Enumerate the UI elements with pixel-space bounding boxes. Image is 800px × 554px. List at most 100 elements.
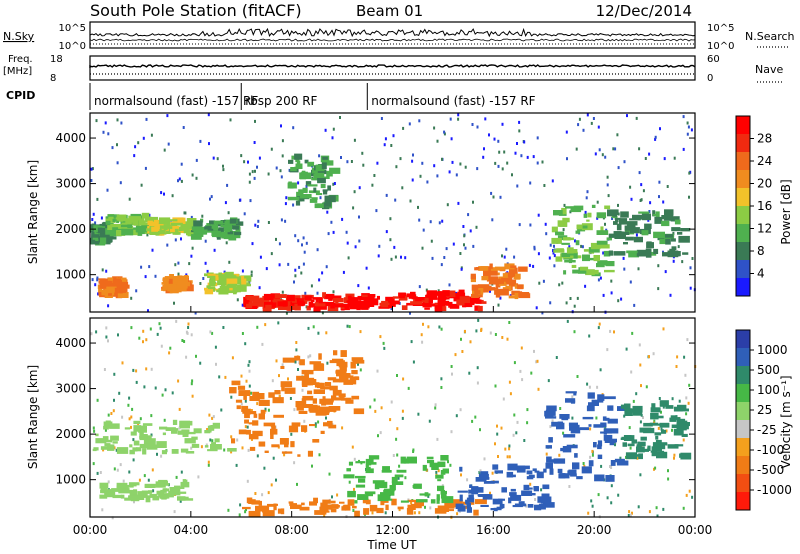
- range-cell: [511, 290, 520, 294]
- scatter-cell: [501, 167, 504, 171]
- scatter-cell: [682, 438, 685, 442]
- range-cell: [209, 220, 215, 225]
- range-cell: [307, 161, 315, 167]
- scatter-cell: [245, 508, 247, 512]
- range-cell: [95, 438, 107, 444]
- range-cell: [207, 449, 218, 452]
- range-cell: [588, 402, 599, 406]
- scatter-cell: [425, 288, 428, 292]
- range-cell: [258, 500, 262, 506]
- scatter-cell: [662, 200, 665, 204]
- range-cell: [513, 273, 521, 280]
- range-cell: [369, 295, 375, 302]
- range-cell: [262, 510, 275, 517]
- range-cell: [518, 266, 528, 272]
- range-cell: [249, 295, 260, 302]
- scatter-cell: [332, 127, 335, 131]
- range-cell: [287, 182, 297, 189]
- range-cell: [270, 432, 274, 439]
- range-cell: [258, 441, 266, 447]
- range-cell: [193, 428, 202, 434]
- range-cell: [295, 163, 303, 169]
- scatter-cell: [639, 363, 642, 367]
- scatter-cell: [533, 349, 535, 353]
- range-cell: [673, 428, 684, 436]
- range-cell: [536, 471, 544, 479]
- range-cell: [165, 427, 176, 431]
- range-cell: [333, 298, 344, 303]
- scatter-cell: [150, 133, 153, 137]
- scatter-cell: [395, 165, 398, 169]
- scatter-cell: [551, 179, 554, 183]
- range-cell: [314, 203, 324, 209]
- scatter-cell: [326, 210, 329, 214]
- scatter-cell: [499, 195, 502, 199]
- range-cell: [225, 275, 237, 278]
- cpid-label: CPID: [6, 89, 35, 102]
- scatter-cell: [461, 350, 464, 353]
- range-cell: [543, 468, 547, 473]
- range-cell: [624, 225, 636, 231]
- scatter-cell: [654, 135, 657, 139]
- scatter-cell: [267, 221, 270, 224]
- range-cell: [156, 441, 167, 448]
- scatter-cell: [222, 326, 225, 329]
- range-cell: [495, 293, 501, 298]
- range-cell: [244, 413, 250, 419]
- range-cell: [334, 304, 347, 308]
- scatter-cell: [686, 121, 689, 125]
- range-cell: [332, 389, 342, 396]
- range-cell: [673, 406, 683, 412]
- range-cell: [246, 302, 259, 309]
- range-cell: [357, 295, 362, 300]
- scatter-cell: [614, 443, 616, 447]
- range-cell: [587, 212, 592, 218]
- nsky-tick-bottom: 10^0: [59, 41, 86, 52]
- range-cell: [309, 361, 322, 365]
- scatter-cell: [421, 340, 424, 344]
- cpid-segment-label: normalsound (fast) -157 RF: [371, 94, 535, 108]
- power-colorbar-label: Power [dB]: [779, 179, 793, 244]
- scatter-cell: [586, 190, 589, 194]
- scatter-cell: [374, 409, 377, 413]
- range-cell: [171, 430, 178, 434]
- scatter-cell: [590, 499, 593, 503]
- range-cell: [163, 488, 167, 493]
- range-cell: [339, 365, 347, 372]
- scatter-cell: [348, 480, 351, 484]
- scatter-cell: [652, 352, 655, 356]
- x-tick-label: 12:00: [375, 523, 410, 537]
- scatter-cell: [312, 325, 315, 329]
- scatter-cell: [460, 267, 463, 271]
- scatter-cell: [480, 327, 483, 331]
- scatter-cell: [607, 194, 610, 198]
- scatter-cell: [409, 199, 412, 203]
- range-cell: [323, 422, 331, 427]
- range-cell: [355, 461, 366, 464]
- range-cell: [407, 504, 416, 510]
- range-cell: [309, 424, 316, 427]
- range-cell: [495, 282, 501, 288]
- range-cell: [624, 409, 633, 416]
- range-cell: [141, 212, 150, 219]
- scatter-cell: [326, 361, 329, 365]
- range-cell: [235, 399, 243, 403]
- range-cell: [325, 201, 332, 207]
- range-cell: [229, 218, 237, 224]
- scatter-cell: [199, 282, 202, 285]
- range-cell: [112, 441, 118, 444]
- scatter-cell: [606, 496, 609, 500]
- range-cell: [320, 430, 325, 434]
- range-cell: [249, 446, 256, 451]
- range-cell: [301, 381, 308, 387]
- scatter-cell: [566, 319, 569, 323]
- range-cell: [297, 454, 301, 457]
- range-cell: [185, 451, 195, 454]
- scatter-cell: [113, 398, 115, 402]
- range-cell: [625, 229, 635, 235]
- scatter-cell: [158, 322, 161, 326]
- range-cell: [304, 159, 309, 164]
- range-cell: [414, 501, 424, 507]
- scatter-cell: [390, 307, 393, 311]
- range-cell: [517, 284, 524, 290]
